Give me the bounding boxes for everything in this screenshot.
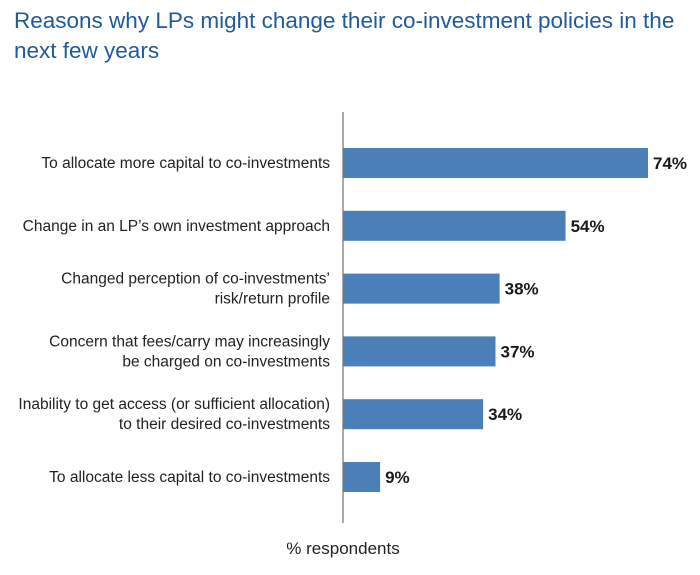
category-label-line: Inability to get access (or sufficient a…	[18, 396, 330, 413]
value-label-0: 74%	[653, 154, 687, 173]
bar-5	[343, 462, 381, 492]
value-label-4: 34%	[488, 405, 522, 424]
category-label-line: to their desired co-investments	[119, 416, 330, 433]
category-label-line: Concern that fees/carry may increasingly	[49, 333, 330, 350]
x-axis-label: % respondents	[286, 539, 399, 558]
value-label-1: 54%	[571, 217, 605, 236]
category-label-line: To allocate less capital to co-investmen…	[49, 469, 330, 486]
value-label-5: 9%	[385, 468, 410, 487]
category-label-line: To allocate more capital to co-investmen…	[41, 155, 330, 172]
category-label-0: To allocate more capital to co-investmen…	[41, 155, 330, 172]
category-label-line: Changed perception of co-investments’	[61, 271, 330, 288]
category-label-1: Change in an LP’s own investment approac…	[23, 218, 330, 235]
bar-2	[343, 273, 500, 304]
chart-title: Reasons why LPs might change their co-in…	[14, 8, 675, 63]
category-label-3: Concern that fees/carry may increasingly…	[49, 333, 330, 370]
category-label-line: risk/return profile	[215, 291, 330, 308]
category-label-4: Inability to get access (or sufficient a…	[18, 396, 330, 433]
bar-3	[343, 336, 496, 367]
bar-0	[343, 148, 648, 178]
category-label-line: be charged on co-investments	[122, 353, 330, 370]
value-label-2: 38%	[505, 280, 539, 299]
category-label-line: Change in an LP’s own investment approac…	[23, 218, 330, 235]
bar-1	[343, 210, 566, 241]
category-label-2: Changed perception of co-investments’ ris…	[61, 271, 330, 308]
bar-4	[343, 399, 484, 430]
value-label-3: 37%	[501, 342, 535, 361]
category-label-5: To allocate less capital to co-investmen…	[49, 469, 330, 486]
bars-group: 74% To allocate more capital to co-invest…	[18, 148, 687, 492]
